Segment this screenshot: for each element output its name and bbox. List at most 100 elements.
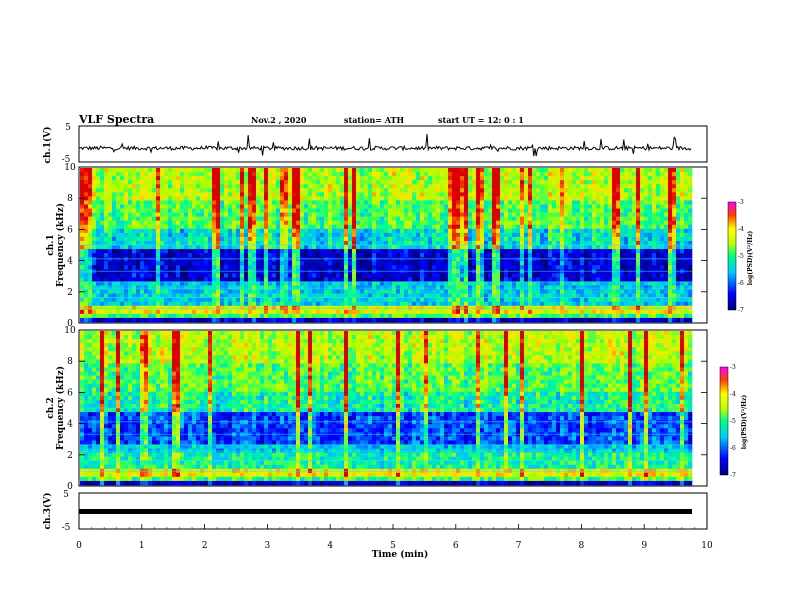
spectrogram-cell bbox=[536, 176, 541, 181]
spectrogram-cell bbox=[324, 261, 329, 266]
spectrogram-cell bbox=[672, 257, 677, 262]
spectrogram-cell bbox=[284, 196, 289, 201]
spectrogram-cell bbox=[120, 245, 125, 250]
spectrogram-cell bbox=[584, 232, 589, 238]
spectrogram-cell bbox=[492, 253, 497, 258]
spectrogram-cell bbox=[128, 184, 133, 189]
spectrogram-cell bbox=[116, 220, 121, 226]
spectrogram-cell bbox=[504, 236, 509, 242]
spectrogram-cell bbox=[156, 293, 161, 298]
spectrogram-cell bbox=[560, 212, 565, 217]
spectrogram-cell bbox=[396, 293, 401, 298]
spectrogram-cell bbox=[684, 168, 689, 173]
spectrogram-cell bbox=[400, 228, 405, 234]
spectrogram-cell bbox=[456, 188, 461, 193]
spectrogram-cell bbox=[340, 204, 345, 209]
spectrogram-cell bbox=[512, 200, 517, 205]
spectrogram-cell bbox=[568, 204, 573, 209]
spectrogram-cell bbox=[596, 293, 601, 298]
spectrogram-cell bbox=[632, 184, 637, 189]
spectrogram-cell bbox=[652, 249, 657, 254]
spectrogram-cell bbox=[144, 253, 149, 258]
spectrogram-cell bbox=[544, 253, 549, 258]
spectrogram-cell bbox=[152, 257, 157, 262]
spectrogram-cell bbox=[636, 176, 641, 181]
spectrogram-cell bbox=[260, 253, 265, 258]
spectrogram-cell bbox=[516, 188, 521, 193]
spectrogram-cell bbox=[112, 232, 117, 238]
spectrogram-cell bbox=[284, 257, 289, 262]
spectrogram-cell bbox=[176, 184, 181, 189]
spectrogram-cell bbox=[304, 281, 309, 286]
spectrogram-cell bbox=[92, 289, 97, 294]
spectrogram-cell bbox=[576, 192, 581, 197]
spectrogram-cell bbox=[504, 220, 509, 226]
spectrogram-cell bbox=[196, 220, 201, 226]
spectrogram-cell bbox=[296, 220, 301, 226]
spectrogram-cell bbox=[608, 228, 613, 234]
spectrogram-cell bbox=[564, 249, 569, 254]
spectrogram-cell bbox=[624, 212, 629, 217]
spectrogram-cell bbox=[468, 265, 473, 270]
spectrogram-cell bbox=[140, 224, 145, 230]
spectrogram-cell bbox=[168, 297, 173, 303]
spectrogram-cell bbox=[372, 265, 377, 270]
spectrogram-cell bbox=[108, 176, 113, 181]
spectrogram-cell bbox=[620, 273, 625, 278]
spectrogram-cell bbox=[236, 220, 241, 226]
spectrogram-cell bbox=[152, 168, 157, 173]
spectrogram-cell bbox=[360, 253, 365, 258]
spectrogram-cell bbox=[160, 273, 165, 278]
spectrogram-cell bbox=[576, 293, 581, 298]
spectrogram-cell bbox=[248, 204, 253, 209]
spectrogram-cell bbox=[172, 249, 177, 254]
spectrogram-cell bbox=[420, 204, 425, 209]
spectrogram-cell bbox=[180, 208, 185, 213]
spectrogram-cell bbox=[288, 172, 293, 177]
spectrogram-cell bbox=[188, 293, 193, 298]
spectrogram-cell bbox=[188, 216, 193, 221]
spectrogram-cell bbox=[204, 224, 209, 230]
spectrogram-cell bbox=[276, 257, 281, 262]
spectrogram-cell bbox=[568, 257, 573, 262]
spectrogram-cell bbox=[344, 180, 349, 185]
spectrogram-cell bbox=[88, 228, 93, 234]
spectrogram-cell bbox=[628, 277, 633, 282]
spectrogram-cell bbox=[308, 180, 313, 185]
spectrogram-cell bbox=[156, 184, 161, 189]
spectrogram-cell bbox=[164, 285, 169, 290]
spectrogram-cell bbox=[244, 212, 249, 217]
spectrogram-cell bbox=[184, 281, 189, 286]
spectrogram-cell bbox=[384, 245, 389, 250]
spectrogram-cell bbox=[296, 232, 301, 238]
spectrogram-cell bbox=[144, 188, 149, 193]
spectrogram-cell bbox=[604, 289, 609, 294]
spectrogram-cell bbox=[316, 204, 321, 209]
spectrogram-cell bbox=[420, 257, 425, 262]
spectrogram-cell bbox=[532, 273, 537, 278]
spectrogram-cell bbox=[564, 224, 569, 230]
spectrogram-cell bbox=[328, 212, 333, 217]
spectrogram-cell bbox=[340, 168, 345, 173]
spectrogram-cell bbox=[128, 220, 133, 226]
spectrogram-cell bbox=[288, 184, 293, 189]
spectrogram-cell bbox=[496, 180, 501, 185]
spectrogram-cell bbox=[416, 184, 421, 189]
spectrogram-cell bbox=[308, 188, 313, 193]
spectrogram-cell bbox=[492, 265, 497, 270]
spectrogram-cell bbox=[632, 261, 637, 266]
spectrogram-cell bbox=[288, 281, 293, 286]
spectrogram-cell bbox=[96, 257, 101, 262]
spectrogram-cell bbox=[468, 273, 473, 278]
spectrogram-cell bbox=[596, 208, 601, 213]
spectrogram-cell bbox=[524, 261, 529, 266]
spectrogram-cell bbox=[132, 208, 137, 213]
spectrogram-cell bbox=[412, 180, 417, 185]
spectrogram-cell bbox=[252, 261, 257, 266]
spectrogram-cell bbox=[604, 228, 609, 234]
spectrogram-cell bbox=[616, 196, 621, 201]
spectrogram-cell bbox=[376, 285, 381, 290]
spectrogram-cell bbox=[416, 192, 421, 197]
spectrogram-cell bbox=[136, 249, 141, 254]
spectrogram-cell bbox=[380, 285, 385, 290]
